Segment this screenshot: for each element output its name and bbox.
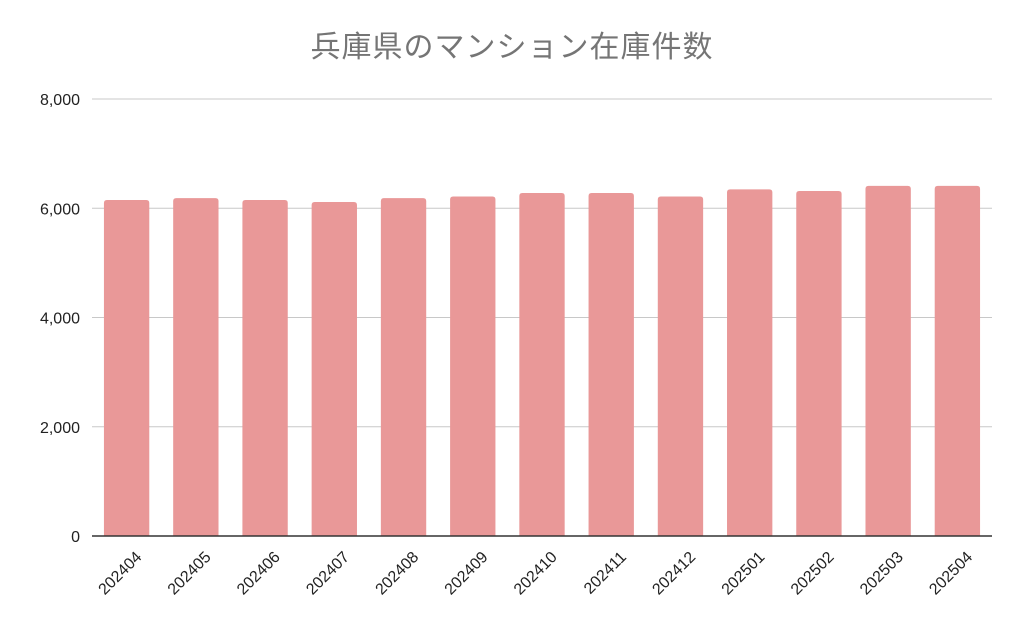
x-tick-label: 202501 bbox=[719, 549, 769, 599]
y-tick-label: 0 bbox=[71, 529, 80, 546]
x-tick-label: 202404 bbox=[96, 549, 146, 599]
bar-202406 bbox=[242, 200, 288, 536]
y-tick-label: 6,000 bbox=[40, 201, 80, 218]
x-tick-label: 202406 bbox=[234, 549, 284, 599]
x-tick-label: 202408 bbox=[373, 549, 423, 599]
y-tick-label: 8,000 bbox=[40, 92, 80, 109]
x-tick-label: 202502 bbox=[788, 549, 838, 599]
bars bbox=[103, 185, 981, 537]
x-tick-labels: 202404 202405 202406 202407 202408 202409 2024… bbox=[96, 549, 977, 599]
x-tick-label: 202504 bbox=[926, 549, 976, 599]
y-tick-label: 4,000 bbox=[40, 311, 80, 328]
x-tick-label: 202412 bbox=[649, 549, 699, 599]
bar-202410 bbox=[519, 192, 565, 536]
bar-202504 bbox=[934, 185, 981, 536]
x-tick-label: 202503 bbox=[857, 549, 907, 599]
bar-202404 bbox=[103, 200, 150, 536]
y-tick-labels: 0 2,000 4,000 6,000 8,000 bbox=[40, 92, 80, 546]
bar-202501 bbox=[727, 189, 773, 537]
x-tick-label: 202411 bbox=[581, 549, 630, 598]
x-tick-label: 202410 bbox=[511, 549, 561, 599]
x-tick-label: 202405 bbox=[165, 549, 215, 599]
bar-202409 bbox=[450, 196, 496, 537]
x-tick-label: 202409 bbox=[442, 549, 492, 599]
bar-202411 bbox=[588, 192, 634, 536]
y-tick-label: 2,000 bbox=[40, 420, 80, 437]
bar-202408 bbox=[380, 198, 427, 536]
bar-202405 bbox=[173, 198, 219, 536]
bar-202502 bbox=[796, 191, 842, 536]
bar-202407 bbox=[311, 201, 357, 536]
x-tick-label: 202407 bbox=[303, 549, 353, 599]
chart-title: 兵庫県のマンション在庫件数 bbox=[310, 30, 714, 65]
bar-202503 bbox=[865, 185, 911, 536]
bar-202412 bbox=[657, 196, 704, 537]
